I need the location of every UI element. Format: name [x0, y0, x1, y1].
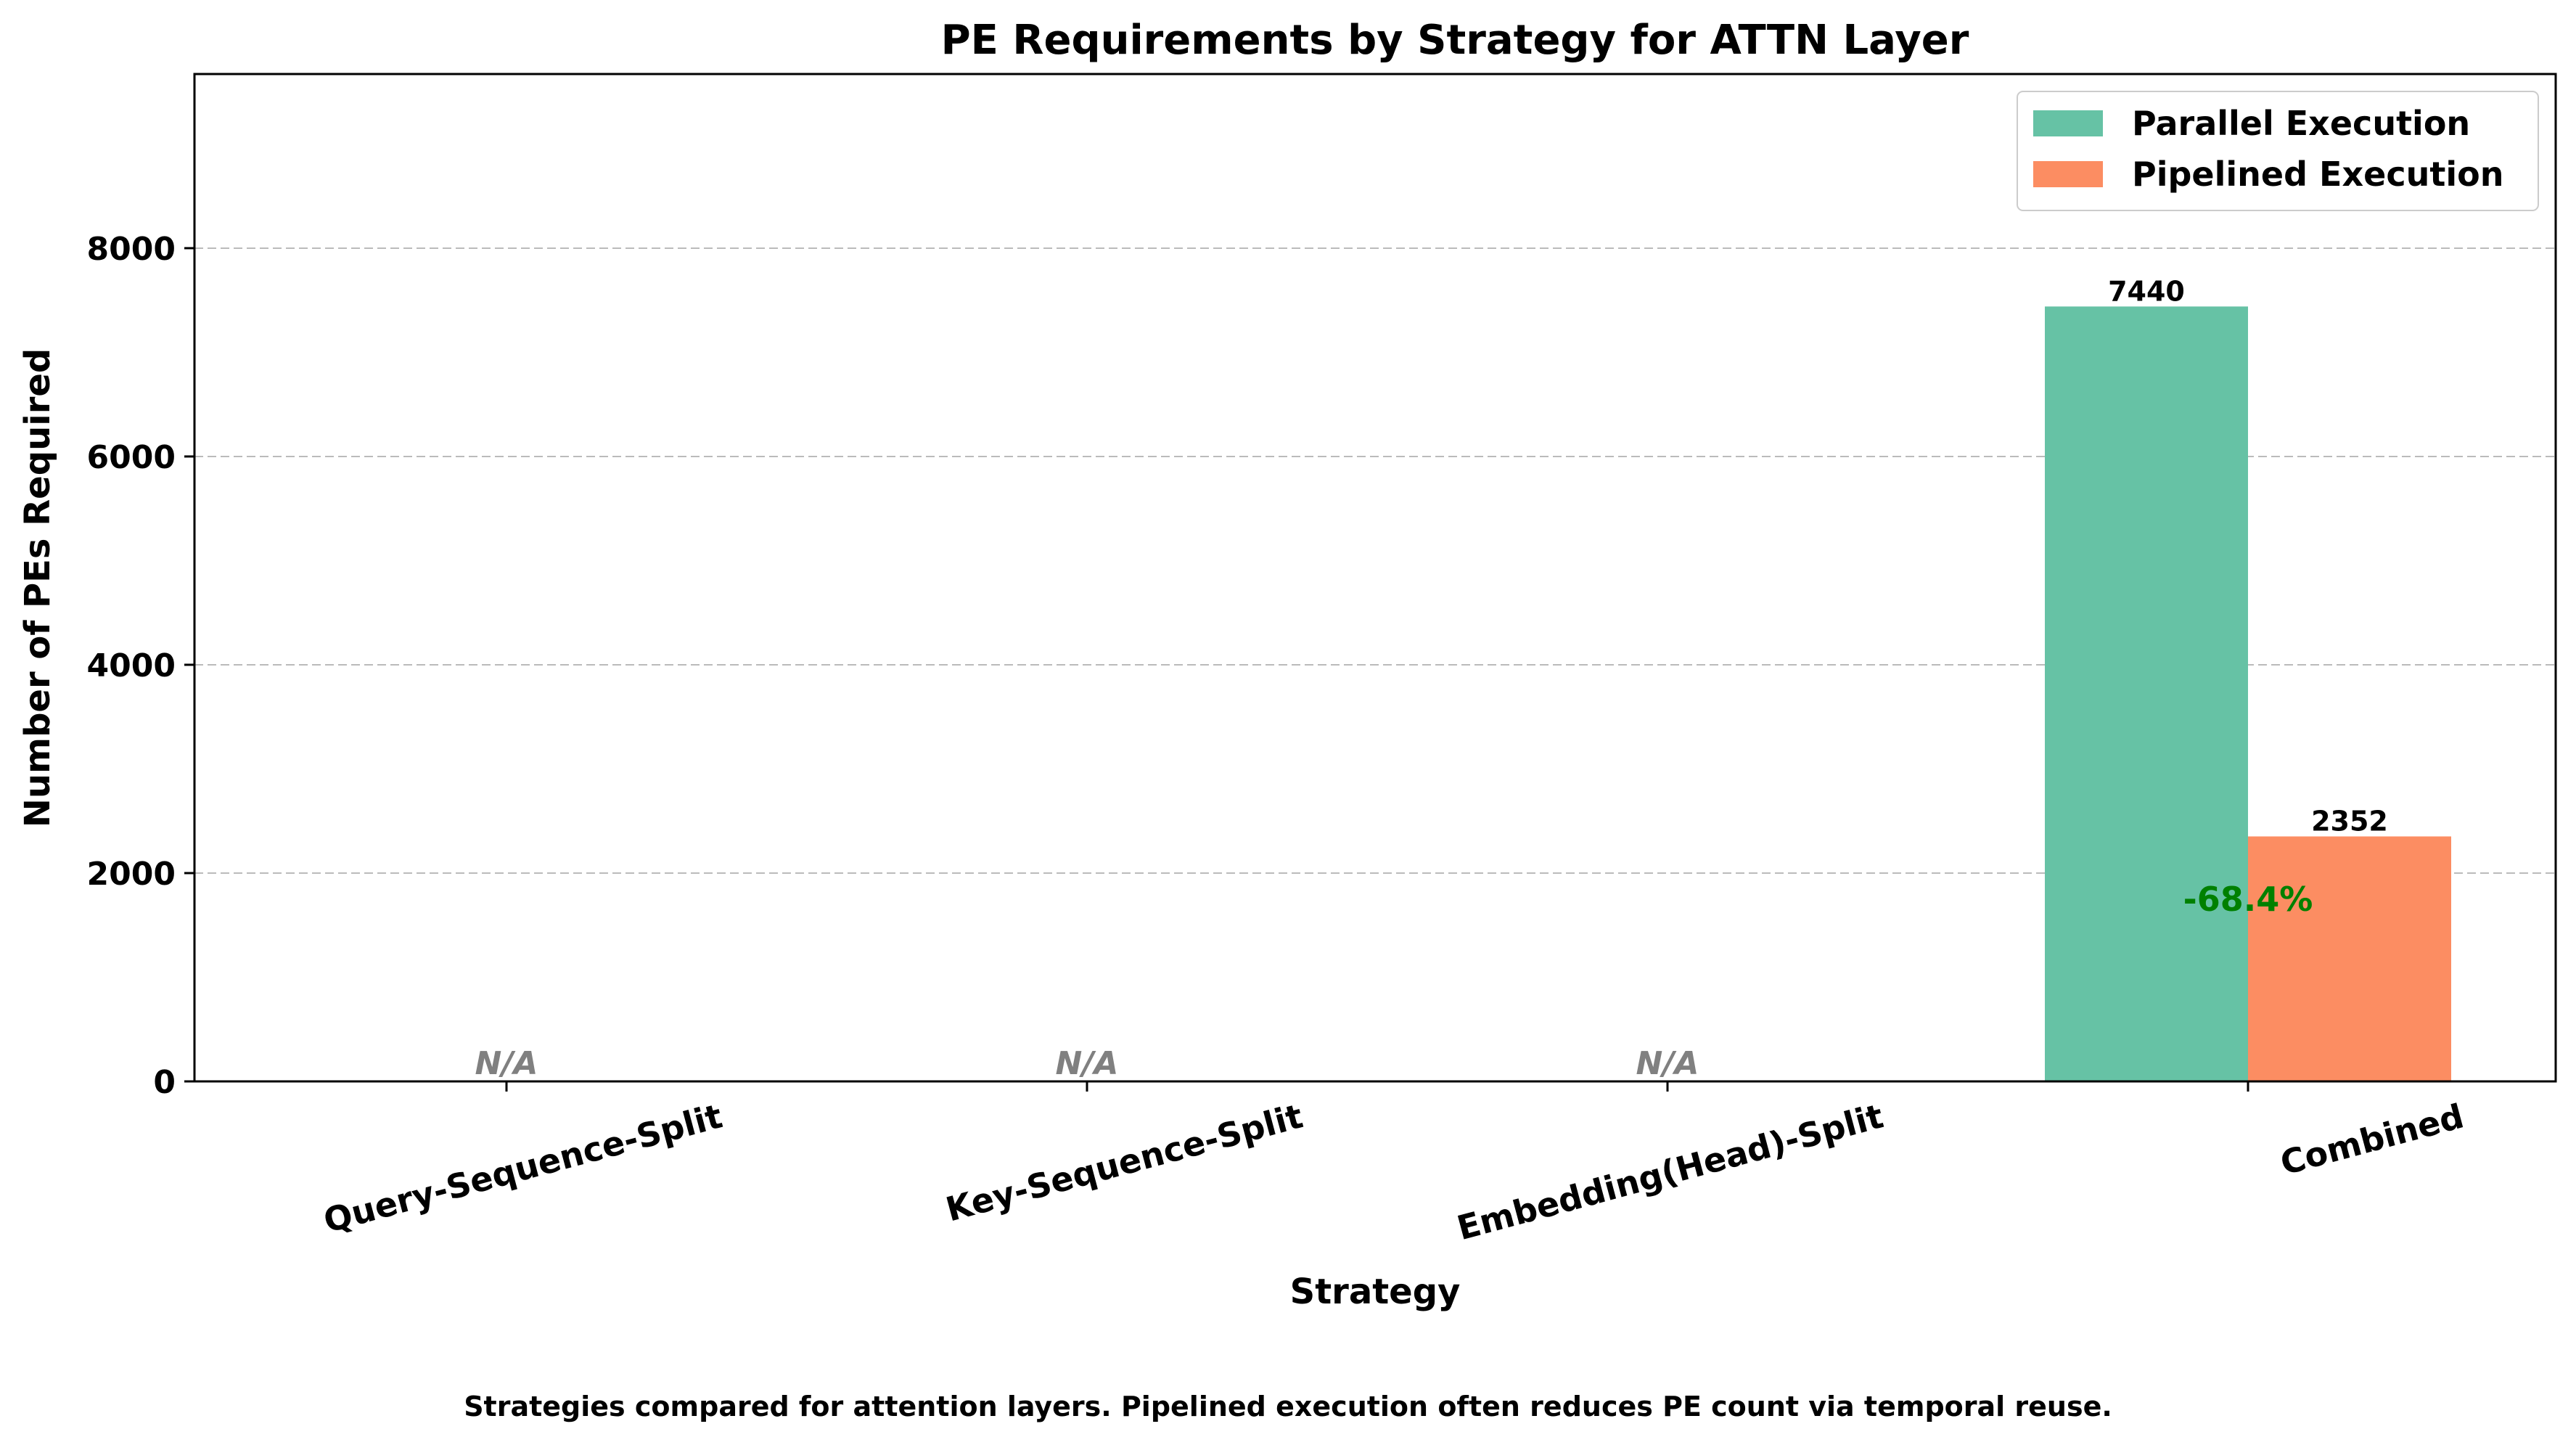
y-tick-label: 2000 — [87, 856, 176, 893]
legend-swatch — [2033, 161, 2103, 187]
na-label: N/A — [1636, 1045, 1699, 1082]
chart-title: PE Requirements by Strategy for ATTN Lay… — [941, 17, 1969, 64]
x-axis-label: Strategy — [1290, 1272, 1461, 1312]
y-tick-label: 8000 — [87, 231, 176, 268]
y-tick-label: 0 — [153, 1064, 176, 1101]
bar-value-label: 7440 — [2108, 275, 2185, 307]
na-label: N/A — [475, 1045, 538, 1082]
legend: Parallel Execution Pipelined Execution — [2017, 91, 2539, 211]
y-axis-label: Number of PEs Required — [17, 348, 58, 828]
data-labels: N/A N/A N/A 7440 2352 -68.4% — [475, 275, 2388, 1082]
chart-caption: Strategies compared for attention layers… — [464, 1391, 2112, 1423]
y-tick-label: 6000 — [87, 439, 176, 476]
legend-box — [2017, 91, 2539, 211]
reduction-label: -68.4% — [2183, 880, 2313, 919]
bar-value-label: 2352 — [2311, 805, 2388, 837]
bars — [303, 306, 2451, 1082]
y-tick-label: 4000 — [87, 647, 176, 684]
bar — [2045, 306, 2248, 1082]
plot-frame — [193, 73, 2557, 1083]
legend-label: Parallel Execution — [2132, 104, 2470, 143]
bar — [2248, 836, 2451, 1081]
legend-swatch — [2033, 110, 2103, 136]
na-label: N/A — [1056, 1045, 1119, 1082]
legend-label: Pipelined Execution — [2132, 155, 2503, 194]
